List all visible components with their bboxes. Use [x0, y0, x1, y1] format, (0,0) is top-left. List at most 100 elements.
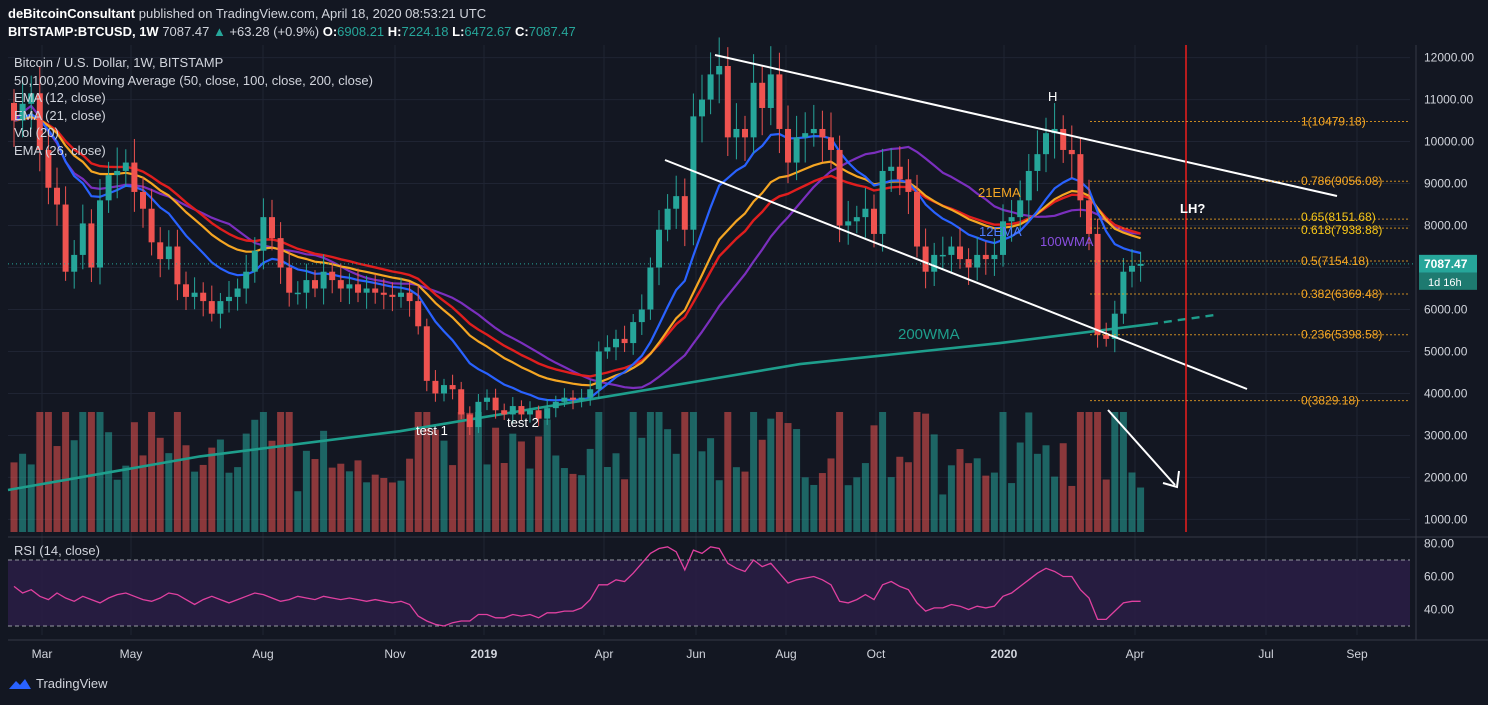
volume-bar [801, 477, 809, 532]
volume-bar [1094, 412, 1102, 532]
volume-bar [345, 471, 353, 532]
legend-ema12[interactable]: EMA (12, close) [14, 90, 106, 105]
chart-grid [8, 45, 1488, 641]
candle-body [948, 246, 955, 255]
ema21-line [13, 115, 1141, 387]
volume-bar [629, 412, 637, 532]
candle-body [88, 223, 95, 268]
volume-bar [526, 468, 534, 532]
candle-body [174, 246, 181, 285]
volume-bar [302, 450, 310, 532]
candle-body [922, 246, 929, 272]
volume-bar [173, 412, 181, 532]
candle-body [19, 103, 26, 121]
x-tick-label: Aug [775, 647, 796, 661]
volume-bar [208, 447, 216, 532]
candle-body [114, 170, 121, 176]
rsi-band [8, 560, 1410, 626]
candle-body [733, 128, 740, 138]
candle-body [836, 149, 843, 226]
fib-label: 1(10479.18) [1301, 114, 1366, 128]
candle-body [36, 93, 43, 150]
volume-bar [139, 455, 147, 532]
candle-body [828, 137, 834, 150]
volume-bar [543, 419, 551, 532]
candle-body [578, 397, 585, 400]
volume-bar [225, 472, 233, 532]
volume-bar [930, 434, 938, 532]
volume-bar [234, 467, 242, 532]
countdown-tag [1419, 272, 1477, 290]
volume-bar [363, 482, 371, 532]
volume-bar [956, 449, 964, 532]
price-tag-label: 7087.47 [1424, 257, 1468, 271]
volume-bar [1119, 412, 1127, 532]
volume-bar [664, 429, 672, 532]
candle-body [1068, 149, 1075, 155]
volume-bar [36, 412, 44, 532]
author-name[interactable]: deBitcoinConsultant [8, 6, 136, 21]
brand-label: TradingView [36, 676, 108, 691]
volume-bar [836, 412, 844, 532]
candle-body [673, 196, 680, 209]
volume-bar [148, 412, 156, 532]
rsi-tick-label: 80.00 [1424, 537, 1454, 551]
volume-bar [380, 477, 388, 532]
annotation-label: LH? [1180, 201, 1205, 216]
legend-ema26[interactable]: EMA (26, close) [14, 142, 106, 158]
tradingview-logo[interactable]: TradingView [8, 676, 108, 691]
legend-vol[interactable]: Vol (20) [14, 125, 59, 140]
candle-body [208, 301, 215, 314]
open-label: O: [322, 24, 338, 39]
candle-body [939, 254, 946, 257]
candle-body [1094, 233, 1101, 335]
volume-bar [483, 464, 491, 532]
volume-bar [870, 425, 878, 532]
candle-body [1008, 217, 1015, 222]
candle-body [415, 301, 422, 327]
volume-bar [655, 412, 663, 532]
volume-bar [156, 437, 164, 532]
candle-body [742, 128, 748, 138]
x-tick-label: 2019 [471, 647, 498, 661]
legend-ema21[interactable]: EMA (21, close) [14, 107, 106, 123]
volume-bar [1128, 472, 1136, 532]
y-tick-label: 4000.00 [1424, 386, 1468, 400]
candle-body [759, 82, 766, 108]
candle-body [484, 397, 490, 402]
candle-body [544, 408, 551, 419]
symbol-name[interactable]: BITSTAMP:BTCUSD, 1W [8, 24, 159, 39]
fib-label: 0.382(6369.48) [1301, 287, 1382, 301]
candle-body [587, 389, 594, 398]
candle-body [965, 259, 972, 268]
volume-bar [681, 412, 689, 532]
volume-bar [53, 446, 61, 532]
legend-title[interactable]: Bitcoin / U.S. Dollar, 1W, BITSTAMP [14, 55, 224, 70]
volume-bar [10, 462, 18, 532]
candle-body [441, 385, 447, 394]
candle-body [1137, 263, 1144, 266]
volume-bar [397, 480, 405, 532]
candle-body [475, 401, 482, 428]
candle-body [380, 292, 387, 295]
volume-bar [328, 467, 336, 532]
volume-bar [130, 422, 138, 532]
volume-bar [707, 438, 715, 532]
low-label: L: [452, 24, 465, 39]
candle-body [707, 74, 714, 100]
candle-body [243, 271, 250, 289]
volume-bar [216, 439, 224, 532]
volume-bar [509, 433, 517, 532]
candle-body [423, 326, 430, 381]
volume-bar [466, 412, 474, 532]
legend-ma[interactable]: 50,100,200 Moving Average (50, close, 10… [14, 72, 373, 88]
annotations: H LH? 21EMA 12EMA 100WMA 200WMA test 1 test 2 [416, 89, 1205, 438]
candle-body [277, 238, 284, 268]
y-tick-label: 6000.00 [1424, 302, 1468, 316]
x-tick-label: Mar [32, 647, 53, 661]
candle-body [716, 65, 723, 75]
volume-bars [10, 412, 1145, 532]
candle-body [931, 254, 938, 272]
candle-body [217, 301, 224, 314]
